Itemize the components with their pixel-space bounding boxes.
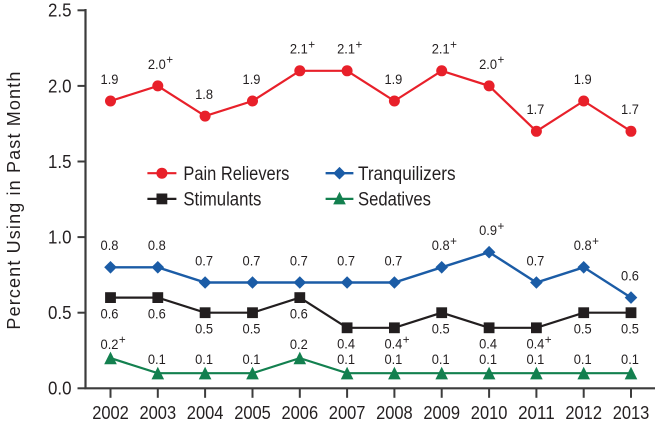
svg-text:0.5: 0.5: [243, 322, 261, 338]
svg-text:0.1: 0.1: [574, 352, 592, 368]
svg-text:2.5: 2.5: [48, 0, 72, 21]
svg-text:0.4: 0.4: [479, 337, 497, 353]
svg-text:2.0: 2.0: [148, 57, 166, 73]
svg-text:+: +: [119, 334, 126, 347]
svg-text:0.8: 0.8: [101, 238, 119, 254]
svg-text:0.5: 0.5: [432, 322, 450, 338]
svg-text:2.0: 2.0: [479, 57, 497, 73]
svg-text:0.8: 0.8: [148, 238, 166, 254]
svg-text:0.6: 0.6: [290, 307, 308, 323]
svg-text:0.7: 0.7: [384, 253, 402, 269]
svg-text:2002: 2002: [92, 402, 129, 423]
svg-text:0.2: 0.2: [290, 337, 308, 353]
svg-text:2.1: 2.1: [432, 42, 450, 58]
svg-text:2003: 2003: [140, 402, 177, 423]
svg-text:1.7: 1.7: [621, 102, 639, 118]
svg-text:2011: 2011: [518, 402, 555, 423]
svg-text:0.7: 0.7: [337, 253, 355, 269]
svg-text:+: +: [498, 54, 505, 67]
svg-text:1.7: 1.7: [526, 102, 544, 118]
svg-text:Sedatives: Sedatives: [358, 190, 431, 211]
svg-text:0.4: 0.4: [337, 337, 355, 353]
svg-text:0.4: 0.4: [526, 337, 544, 353]
svg-text:+: +: [450, 235, 457, 248]
svg-text:+: +: [308, 39, 315, 52]
svg-text:2012: 2012: [565, 402, 602, 423]
svg-text:0.8: 0.8: [574, 238, 592, 254]
svg-text:+: +: [498, 220, 505, 233]
svg-text:0.1: 0.1: [384, 352, 402, 368]
svg-text:0.1: 0.1: [479, 352, 497, 368]
svg-text:0.1: 0.1: [243, 352, 261, 368]
svg-text:1.9: 1.9: [101, 72, 119, 88]
svg-text:0.1: 0.1: [432, 352, 450, 368]
svg-text:1.5: 1.5: [48, 151, 72, 172]
svg-text:+: +: [592, 235, 599, 248]
svg-text:Pain Relievers: Pain Relievers: [183, 164, 289, 185]
svg-text:2006: 2006: [282, 402, 319, 423]
svg-text:0.1: 0.1: [526, 352, 544, 368]
svg-text:0.1: 0.1: [195, 352, 213, 368]
svg-text:2009: 2009: [423, 402, 460, 423]
svg-text:0.7: 0.7: [290, 253, 308, 269]
svg-text:1.9: 1.9: [384, 72, 402, 88]
svg-text:0.5: 0.5: [574, 322, 592, 338]
svg-text:+: +: [166, 54, 173, 67]
svg-text:2013: 2013: [613, 402, 650, 423]
svg-text:2.1: 2.1: [337, 42, 355, 58]
svg-text:2004: 2004: [187, 402, 224, 423]
svg-text:0.7: 0.7: [526, 253, 544, 269]
svg-text:2005: 2005: [234, 402, 271, 423]
svg-text:Stimulants: Stimulants: [183, 190, 261, 211]
svg-text:+: +: [356, 39, 363, 52]
svg-text:0.1: 0.1: [148, 352, 166, 368]
svg-text:0.5: 0.5: [621, 322, 639, 338]
svg-text:0.9: 0.9: [479, 223, 497, 239]
svg-text:2.1: 2.1: [290, 42, 308, 58]
svg-text:Tranquilizers: Tranquilizers: [358, 164, 456, 185]
svg-text:0.6: 0.6: [148, 307, 166, 323]
svg-text:0.6: 0.6: [621, 269, 639, 285]
svg-text:0.1: 0.1: [621, 352, 639, 368]
svg-text:1.0: 1.0: [48, 227, 72, 248]
svg-text:1.9: 1.9: [574, 72, 592, 88]
svg-text:0.8: 0.8: [432, 238, 450, 254]
svg-text:+: +: [450, 39, 457, 52]
svg-text:1.9: 1.9: [243, 72, 261, 88]
svg-text:2.0: 2.0: [48, 75, 72, 96]
svg-text:0.7: 0.7: [195, 253, 213, 269]
svg-text:0.4: 0.4: [384, 337, 402, 353]
svg-text:+: +: [545, 334, 552, 347]
svg-text:0.5: 0.5: [48, 302, 72, 323]
svg-text:0.5: 0.5: [195, 322, 213, 338]
svg-text:Percent Using in Past Month: Percent Using in Past Month: [4, 72, 24, 330]
svg-text:+: +: [403, 334, 410, 347]
svg-text:2007: 2007: [329, 402, 366, 423]
svg-text:2008: 2008: [376, 402, 413, 423]
svg-text:0.6: 0.6: [101, 307, 119, 323]
svg-text:0.0: 0.0: [48, 378, 72, 399]
svg-text:1.8: 1.8: [195, 87, 213, 103]
svg-text:2010: 2010: [471, 402, 508, 423]
svg-text:0.7: 0.7: [243, 253, 261, 269]
svg-text:0.2: 0.2: [101, 337, 119, 353]
svg-text:0.1: 0.1: [337, 352, 355, 368]
